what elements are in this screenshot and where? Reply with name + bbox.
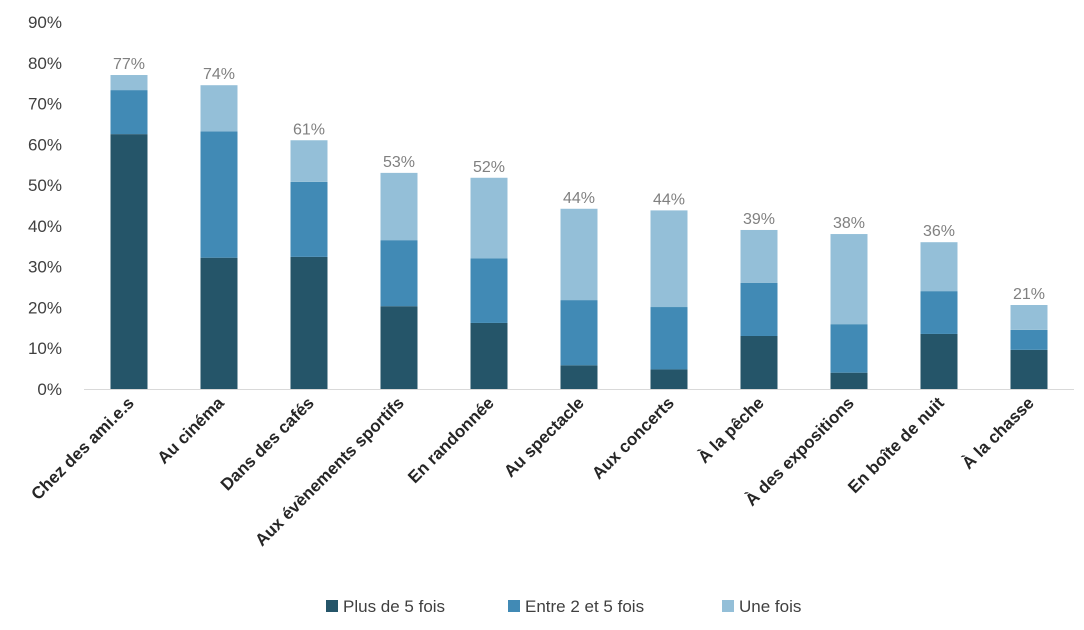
bar-segment xyxy=(200,131,238,258)
category-label: Au spectacle xyxy=(500,393,588,481)
bar-segment xyxy=(1010,329,1048,350)
legend-swatch xyxy=(722,600,734,612)
bar-segment xyxy=(380,240,418,307)
total-data-label: 21% xyxy=(1013,286,1045,303)
total-data-label: 38% xyxy=(833,215,865,232)
total-data-label: 74% xyxy=(203,66,235,83)
total-data-label: 44% xyxy=(653,191,685,208)
y-tick-label: 90% xyxy=(28,13,62,32)
bar-segment xyxy=(830,372,868,389)
bar-segment xyxy=(830,324,868,373)
bar-segment xyxy=(380,172,418,241)
total-data-label: 77% xyxy=(113,56,145,73)
category-label: Au cinéma xyxy=(154,393,229,468)
legend-label: Plus de 5 fois xyxy=(343,597,445,616)
category-label: Dans des cafés xyxy=(217,393,318,494)
bar-segment xyxy=(290,181,328,257)
total-data-label: 36% xyxy=(923,223,955,240)
legend-swatch xyxy=(508,600,520,612)
y-tick-label: 80% xyxy=(28,54,62,73)
bar-segment xyxy=(470,322,508,389)
bar-segment xyxy=(1010,349,1048,389)
bar-segment xyxy=(470,177,508,259)
bar-segment xyxy=(200,257,238,389)
bar-segment xyxy=(920,333,958,389)
legend-swatch xyxy=(326,600,338,612)
bar-segment xyxy=(110,134,148,389)
y-tick-label: 50% xyxy=(28,176,62,195)
category-label: Aux évènements sportifs xyxy=(251,393,407,549)
bar-segment xyxy=(290,140,328,182)
bar-segment xyxy=(560,208,598,301)
total-data-label: 53% xyxy=(383,154,415,171)
bar-segment xyxy=(740,229,778,283)
y-tick-label: 20% xyxy=(28,298,62,317)
bar-segment xyxy=(740,282,778,336)
bar-segment xyxy=(920,242,958,292)
y-tick-label: 0% xyxy=(37,380,62,399)
bar-segment xyxy=(740,335,778,389)
y-tick-label: 40% xyxy=(28,217,62,236)
total-data-label: 39% xyxy=(743,211,775,228)
bar-segment xyxy=(110,90,148,135)
y-tick-label: 30% xyxy=(28,258,62,277)
category-label: À la chasse xyxy=(958,393,1038,473)
bar-segment xyxy=(650,307,688,370)
bar-segment xyxy=(110,75,148,91)
bar-segment xyxy=(560,365,598,389)
category-label: Chez des ami.e.s xyxy=(28,393,138,503)
category-label: En randonnée xyxy=(404,393,498,487)
total-data-label: 61% xyxy=(293,121,325,138)
bar-segment xyxy=(650,210,688,308)
total-data-label: 44% xyxy=(563,190,595,207)
bar-segment xyxy=(1010,304,1048,330)
y-tick-label: 10% xyxy=(28,339,62,358)
bar-segment xyxy=(470,258,508,323)
bar-segment xyxy=(650,369,688,389)
bar-segment xyxy=(920,291,958,334)
bar-segment xyxy=(380,306,418,389)
y-tick-label: 60% xyxy=(28,135,62,154)
legend-label: Une fois xyxy=(739,597,801,616)
bar-segment xyxy=(200,85,238,132)
bar-segment xyxy=(290,256,328,389)
y-tick-label: 70% xyxy=(28,95,62,114)
total-data-label: 52% xyxy=(473,159,505,176)
category-label: En boîte de nuit xyxy=(844,393,948,497)
bar-segment xyxy=(560,300,598,366)
legend-label: Entre 2 et 5 fois xyxy=(525,597,644,616)
bar-segment xyxy=(830,234,868,325)
category-label: À la pêche xyxy=(694,393,768,467)
category-label: Aux concerts xyxy=(588,393,678,483)
